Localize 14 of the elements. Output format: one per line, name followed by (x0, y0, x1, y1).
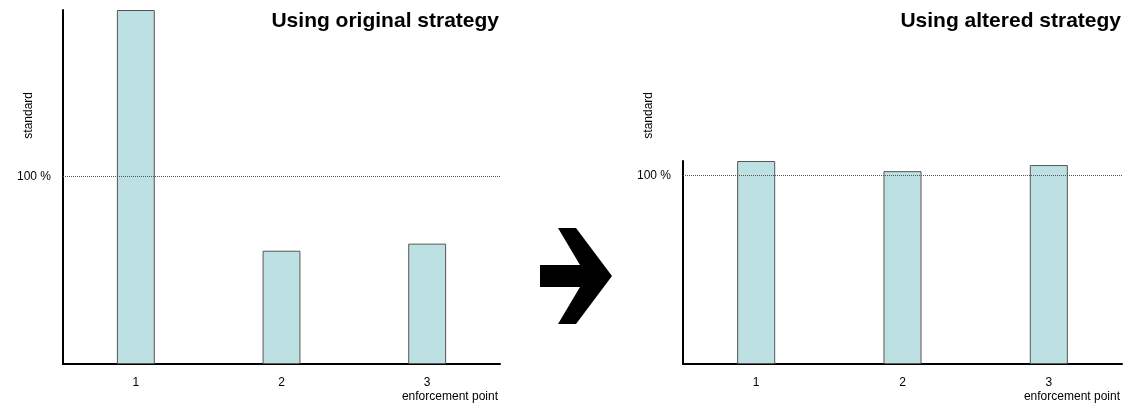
x-axis-title: enforcement point (401, 389, 499, 403)
x-tick-label: 3 (423, 375, 431, 389)
x-tick-label: 3 (1045, 375, 1053, 389)
x-axis-title: enforcement point (1023, 389, 1121, 403)
chart-title: Using original strategy (271, 8, 500, 31)
chart-title: Using altered strategy (900, 8, 1122, 31)
text: 100 % (16, 169, 52, 184)
text: 100 % (636, 168, 672, 183)
x-tick-label: 1 (752, 375, 760, 389)
x-tick-label: 2 (278, 375, 286, 389)
y-axis-title: standard (641, 92, 655, 139)
y-axis-title: standard (21, 92, 35, 139)
x-tick-label: 2 (899, 375, 907, 389)
x-tick-label: 1 (132, 375, 140, 389)
